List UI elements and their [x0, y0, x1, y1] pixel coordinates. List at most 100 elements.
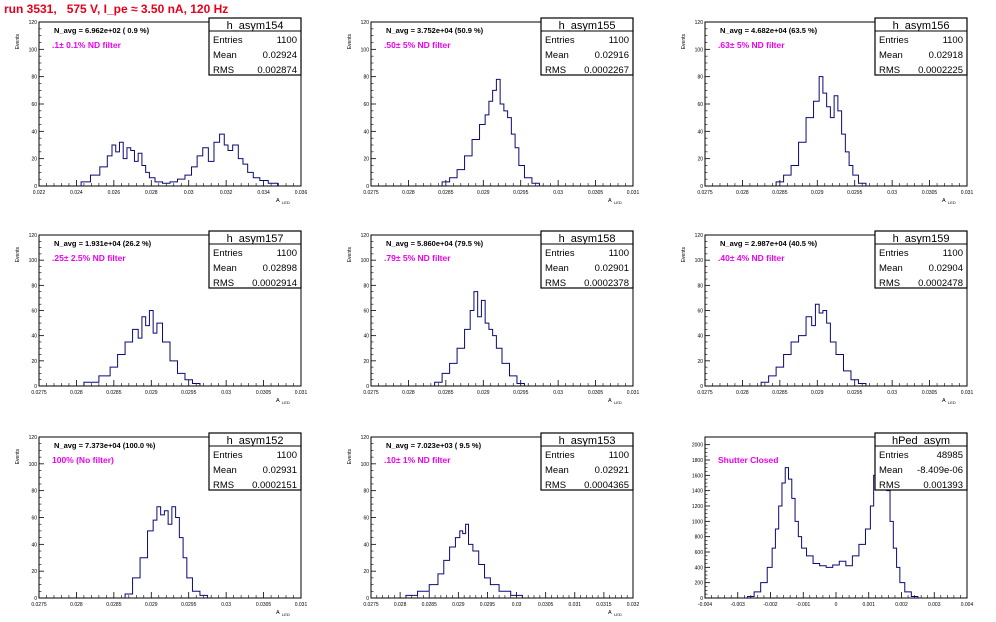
- y-axis-label: Events: [347, 449, 353, 465]
- x-tick-label: 0.029: [477, 190, 490, 196]
- stat-value: 0.02918: [929, 50, 963, 61]
- x-axis-label-sub: LED: [948, 400, 956, 405]
- stat-label: Mean: [879, 465, 903, 476]
- x-tick-label: 0.03: [221, 390, 231, 396]
- y-tick-label: 120: [361, 20, 370, 26]
- filter-label: .50± 5% ND filter: [384, 40, 451, 50]
- y-tick-label: 0: [34, 384, 37, 390]
- x-axis-label-sub: LED: [614, 400, 622, 405]
- y-tick-label: 60: [363, 516, 369, 522]
- x-axis-label-sub: LED: [614, 612, 622, 617]
- x-tick-label: 0.031: [569, 602, 582, 608]
- x-tick-label: -0.001: [796, 602, 810, 608]
- stat-value: 0.02924: [263, 50, 297, 61]
- histogram-line: [80, 133, 279, 186]
- x-tick-label: 0.032: [627, 602, 640, 608]
- y-tick-label: 1200: [692, 504, 703, 510]
- stat-label: RMS: [879, 480, 900, 491]
- histogram-panel: 0 20 40 60 80 100 120 0.0275 0.028 0.0285 0.029 0.0…: [681, 17, 974, 205]
- y-tick-label: 80: [697, 75, 703, 81]
- y-tick-label: 80: [31, 75, 37, 81]
- y-tick-label: 0: [34, 596, 37, 602]
- stat-value: 0.02904: [929, 263, 963, 274]
- stat-label: RMS: [545, 65, 566, 76]
- histogram-name: h_asym154: [227, 20, 284, 32]
- x-tick-label: 0.0295: [480, 602, 496, 608]
- y-tick-label: 80: [697, 283, 703, 289]
- x-tick-label: 0.028: [402, 190, 415, 196]
- y-tick-label: 800: [695, 535, 704, 541]
- histogram-line: [434, 291, 525, 386]
- histogram-line: [441, 78, 540, 186]
- filter-label: 100% (No filter): [52, 455, 114, 465]
- stat-value: 1100: [277, 248, 297, 259]
- x-tick-label: 0: [835, 602, 838, 608]
- stat-label: Entries: [879, 35, 909, 46]
- stats-box-frame: [874, 432, 968, 491]
- y-tick-label: 20: [697, 157, 703, 163]
- x-tick-label: 0.029: [145, 390, 158, 396]
- stat-label: Mean: [545, 263, 569, 274]
- x-tick-label: 0.0285: [422, 602, 438, 608]
- x-tick-label: -0.002: [763, 602, 777, 608]
- x-tick-label: 0.03: [553, 190, 563, 196]
- y-tick-label: 40: [363, 542, 369, 548]
- x-tick-label: 0.0295: [847, 190, 863, 196]
- y-tick-label: 20: [31, 157, 37, 163]
- stat-value: 0.02931: [263, 465, 297, 476]
- x-axis-label: A: [608, 398, 612, 404]
- x-tick-label: 0.028: [402, 390, 415, 396]
- x-tick-label: 0.0275: [363, 602, 379, 608]
- x-axis-label-sub: LED: [614, 200, 622, 205]
- y-tick-label: 120: [361, 435, 370, 441]
- x-axis-label: A: [942, 398, 946, 404]
- y-tick-label: 100: [361, 47, 370, 53]
- x-tick-label: 0.0285: [772, 390, 788, 396]
- histogram-line: [83, 310, 201, 386]
- x-tick-label: 0.031: [295, 602, 308, 608]
- histogram-panel: 0 20 40 60 80 100 120 0.0275 0.028 0.0285 0.029 0.0…: [347, 230, 639, 405]
- y-tick-label: 100: [695, 47, 704, 53]
- stats-box-frame: [540, 432, 634, 491]
- histogram-panel: 0 20 40 60 80 100 120 0.0275 0.028 0.0285 0.029 0.0…: [15, 230, 307, 405]
- x-tick-label: 0.0285: [438, 390, 454, 396]
- stat-value: 0.0004365: [584, 480, 629, 491]
- histogram-line: [405, 523, 523, 598]
- histogram-line: [760, 303, 867, 386]
- x-axis-label: A: [608, 198, 612, 204]
- x-tick-label: 0.028: [394, 602, 407, 608]
- x-tick-label: 0.031: [961, 190, 974, 196]
- navg-label: N_avg = 1.931e+04 (26.2 %): [54, 239, 152, 248]
- y-tick-label: 60: [363, 102, 369, 108]
- x-tick-label: 0.034: [257, 190, 270, 196]
- stats-box: h_asym152 Entries 1100 Mean 0.02931 RMS 0.0002…: [208, 432, 302, 491]
- y-tick-label: 80: [31, 489, 37, 495]
- y-tick-label: 60: [31, 102, 37, 108]
- y-tick-label: 1600: [692, 473, 703, 479]
- stats-box-frame: [208, 230, 302, 289]
- x-tick-label: 0.031: [627, 190, 640, 196]
- y-axis-label: Events: [347, 247, 353, 263]
- histogram-panel: 0 20 40 60 80 100 120 0.0275 0.028 0.0285 0.029 0.0…: [15, 432, 308, 617]
- x-axis-label-sub: LED: [948, 200, 956, 205]
- x-tick-label: 0.003: [928, 602, 941, 608]
- histogram-panel: 0 20 40 60 80 100 120 0.0275 0.028 0.0285 0.029 0.0…: [681, 230, 973, 405]
- stat-value: 0.0002151: [252, 480, 297, 491]
- x-axis-label: A: [276, 610, 280, 616]
- histogram-name: h_asym156: [893, 20, 950, 32]
- stats-box-frame: [540, 17, 634, 76]
- filter-label: .63± 5% ND filter: [718, 40, 785, 50]
- y-tick-label: 60: [31, 516, 37, 522]
- stat-value: 48985: [937, 450, 963, 461]
- x-tick-label: 0.026: [108, 190, 121, 196]
- histogram-line: [747, 444, 919, 598]
- stat-label: Entries: [213, 450, 243, 461]
- y-tick-label: 120: [29, 20, 38, 26]
- y-tick-label: 100: [29, 462, 38, 468]
- x-tick-label: 0.0275: [363, 190, 379, 196]
- stat-label: Mean: [213, 263, 237, 274]
- x-tick-label: 0.0295: [513, 190, 529, 196]
- x-axis-label-sub: LED: [282, 612, 290, 617]
- x-tick-label: 0.0305: [922, 190, 938, 196]
